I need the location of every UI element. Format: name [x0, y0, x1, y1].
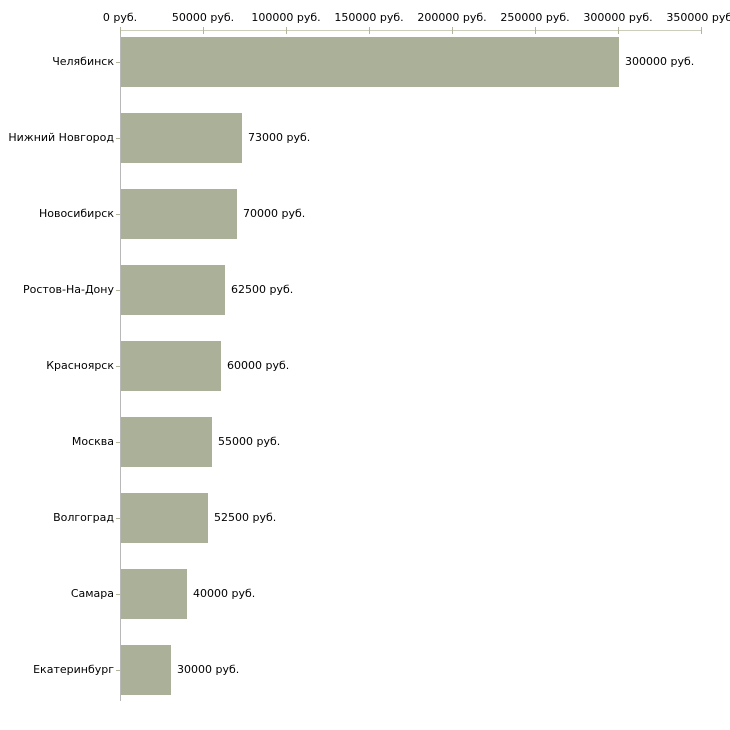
value-label: 55000 руб. — [218, 435, 281, 448]
category-label: Красноярск — [46, 359, 114, 372]
category-label: Екатеринбург — [33, 663, 114, 676]
value-label: 300000 руб. — [625, 55, 695, 68]
x-axis-tick-mark — [120, 27, 121, 34]
category-label: Самара — [70, 587, 114, 600]
category-label: Новосибирск — [38, 207, 114, 220]
x-axis-tick-label: 150000 руб. — [334, 11, 404, 24]
category-tick-mark — [116, 290, 120, 291]
x-axis-tick-mark — [369, 27, 370, 34]
category-label: Москва — [71, 435, 114, 448]
category-tick-mark — [116, 138, 120, 139]
x-axis-tick-label: 100000 руб. — [251, 11, 321, 24]
x-axis-tick-mark — [535, 27, 536, 34]
x-axis-tick-mark — [203, 27, 204, 34]
x-axis-line — [120, 30, 702, 31]
bar — [121, 645, 171, 695]
category-tick-mark — [116, 442, 120, 443]
bar — [121, 569, 187, 619]
y-axis-line — [120, 30, 121, 701]
bar — [121, 265, 225, 315]
bar — [121, 113, 242, 163]
category-label: Волгоград — [53, 511, 114, 524]
value-label: 70000 руб. — [243, 207, 306, 220]
value-label: 30000 руб. — [177, 663, 240, 676]
x-axis-tick-label: 350000 руб. — [666, 11, 730, 24]
bar — [121, 341, 221, 391]
category-tick-mark — [116, 670, 120, 671]
category-tick-mark — [116, 366, 120, 367]
category-tick-mark — [116, 62, 120, 63]
x-axis-tick-mark — [701, 27, 702, 34]
x-axis-tick-label: 300000 руб. — [583, 11, 653, 24]
category-tick-mark — [116, 518, 120, 519]
x-axis-tick-label: 0 руб. — [102, 11, 138, 24]
x-axis-tick-mark — [286, 27, 287, 34]
x-axis-tick-label: 50000 руб. — [171, 11, 235, 24]
bar — [121, 37, 619, 87]
category-label: Нижний Новгород — [8, 131, 114, 144]
x-axis-tick-mark — [618, 27, 619, 34]
value-label: 62500 руб. — [231, 283, 294, 296]
x-axis-tick-label: 200000 руб. — [417, 11, 487, 24]
bar — [121, 189, 237, 239]
bar — [121, 417, 212, 467]
bar — [121, 493, 208, 543]
category-tick-mark — [116, 214, 120, 215]
x-axis-tick-label: 250000 руб. — [500, 11, 570, 24]
category-tick-mark — [116, 594, 120, 595]
value-label: 60000 руб. — [227, 359, 290, 372]
value-label: 40000 руб. — [193, 587, 256, 600]
value-label: 73000 руб. — [248, 131, 311, 144]
category-label: Челябинск — [52, 55, 114, 68]
category-label: Ростов-На-Дону — [22, 283, 114, 296]
x-axis-tick-mark — [452, 27, 453, 34]
value-label: 52500 руб. — [214, 511, 277, 524]
